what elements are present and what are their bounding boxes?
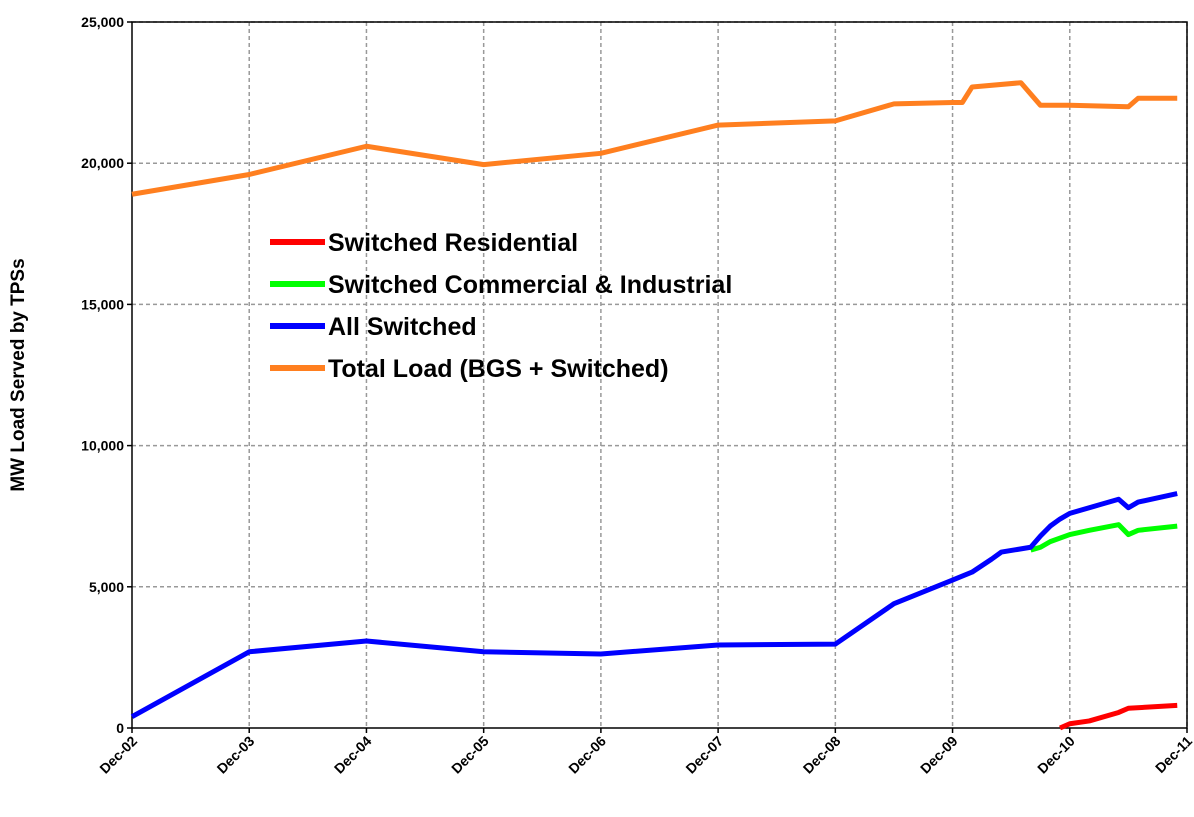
plot-frame bbox=[131, 21, 1188, 729]
series-line bbox=[130, 491, 1178, 719]
x-tick-label: Dec-05 bbox=[448, 733, 492, 777]
legend-label: All Switched bbox=[328, 313, 477, 341]
x-tick-label: Dec-11 bbox=[1152, 733, 1194, 776]
legend-label: Switched Commercial & Industrial bbox=[328, 271, 732, 299]
x-tick-label: Dec-09 bbox=[917, 733, 961, 777]
series-line bbox=[131, 80, 1178, 197]
x-tick-label: Dec-04 bbox=[331, 733, 375, 777]
x-tick-label: Dec-02 bbox=[96, 733, 140, 777]
x-tick-label: Dec-10 bbox=[1034, 733, 1078, 777]
y-tick-label: 25,000 bbox=[81, 14, 124, 30]
y-tick-label: 0 bbox=[116, 720, 124, 736]
y-tick-label: 15,000 bbox=[81, 296, 124, 312]
y-axis-label: MW Load Served by TPSs bbox=[8, 258, 29, 491]
x-tick-label: Dec-03 bbox=[214, 733, 258, 777]
y-tick-label: 20,000 bbox=[81, 155, 124, 171]
series-line bbox=[1059, 702, 1178, 731]
y-tick-label: 5,000 bbox=[89, 579, 124, 595]
x-tick-label: Dec-06 bbox=[565, 733, 609, 777]
y-tick-label: 10,000 bbox=[81, 438, 124, 454]
legend-label: Total Load (BGS + Switched) bbox=[328, 355, 669, 383]
legend-label: Switched Residential bbox=[328, 229, 578, 257]
series-line bbox=[1030, 522, 1178, 553]
x-tick-label: Dec-08 bbox=[800, 733, 844, 777]
x-tick-label: Dec-07 bbox=[682, 733, 726, 777]
